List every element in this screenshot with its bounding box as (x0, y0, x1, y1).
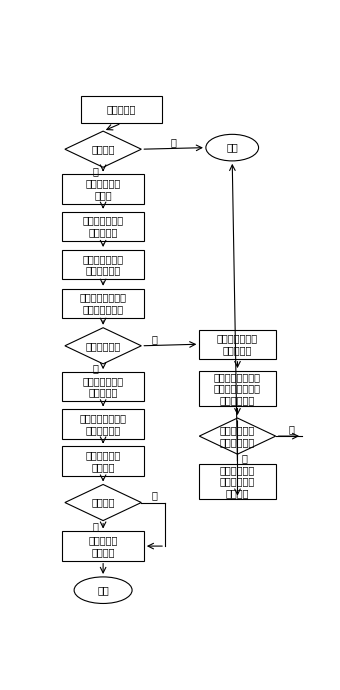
Text: 是: 是 (93, 166, 99, 176)
FancyBboxPatch shape (62, 409, 144, 439)
Text: 计算最佳疏排钻
孔位置坐标: 计算最佳疏排钻 孔位置坐标 (217, 333, 258, 355)
FancyBboxPatch shape (62, 446, 144, 475)
FancyBboxPatch shape (62, 175, 144, 204)
FancyBboxPatch shape (199, 330, 276, 359)
Ellipse shape (206, 135, 258, 161)
Text: 最佳孔位与
疏排流量: 最佳孔位与 疏排流量 (88, 535, 118, 557)
Text: 是否均质: 是否均质 (91, 144, 115, 154)
Polygon shape (199, 418, 276, 454)
Text: 计算各控制点安全
水位降深条件下该
孔位疏排流量: 计算各控制点安全 水位降深条件下该 孔位疏排流量 (214, 372, 261, 405)
FancyBboxPatch shape (62, 288, 144, 318)
Text: 是否各向异性: 是否各向异性 (85, 341, 121, 351)
FancyBboxPatch shape (62, 372, 144, 402)
Text: 是否小于钻孔
最大疏排流量: 是否小于钻孔 最大疏排流量 (220, 425, 255, 447)
FancyBboxPatch shape (199, 371, 276, 406)
Polygon shape (65, 328, 141, 364)
Text: 结束: 结束 (97, 585, 109, 595)
FancyBboxPatch shape (81, 95, 163, 124)
Text: 否: 否 (171, 137, 176, 147)
Polygon shape (65, 131, 141, 167)
Text: 计算钻孔最大降
深及疏排流量: 计算钻孔最大降 深及疏排流量 (83, 254, 124, 275)
Text: 是: 是 (93, 363, 99, 373)
Text: 否: 否 (289, 424, 294, 434)
Text: 疏排流量中的
最大值即最佳
疏排流量: 疏排流量中的 最大值即最佳 疏排流量 (220, 464, 255, 498)
FancyBboxPatch shape (62, 212, 144, 241)
Text: 是: 是 (242, 453, 248, 463)
Text: 含水层概化: 含水层概化 (107, 104, 136, 115)
Text: 旋转地图与主渗
透方向一致: 旋转地图与主渗 透方向一致 (83, 376, 124, 397)
Text: 更新控制点坐标及
巷道直线方程: 更新控制点坐标及 巷道直线方程 (80, 413, 126, 435)
FancyBboxPatch shape (62, 250, 144, 279)
Ellipse shape (74, 577, 132, 604)
FancyBboxPatch shape (62, 531, 144, 561)
Text: 是: 是 (93, 521, 99, 531)
Text: 遗传算法求解
优化模型: 遗传算法求解 优化模型 (85, 451, 121, 472)
Text: 确定疏降水位
控制点: 确定疏降水位 控制点 (85, 178, 121, 200)
Text: 计算控制点安全
水压及降深: 计算控制点安全 水压及降深 (83, 215, 124, 237)
Text: 拟布置疏排钻孔巷
道直线方程建立: 拟布置疏排钻孔巷 道直线方程建立 (80, 293, 126, 314)
FancyBboxPatch shape (199, 464, 276, 499)
Text: 是否有解: 是否有解 (91, 497, 115, 508)
Polygon shape (65, 484, 141, 520)
Text: 否: 否 (152, 491, 157, 501)
Text: 否: 否 (152, 334, 157, 344)
Text: 结束: 结束 (226, 143, 238, 152)
